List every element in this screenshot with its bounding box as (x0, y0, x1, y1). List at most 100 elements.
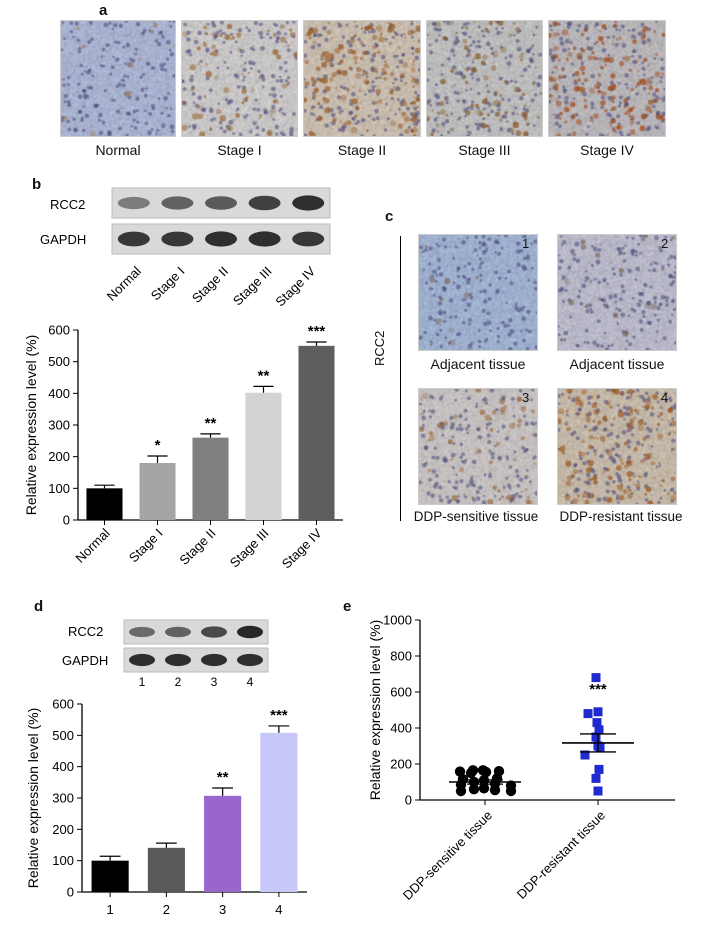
ihc-number-4: 4 (661, 390, 669, 405)
x-tick-label-normal: Normal (72, 525, 112, 565)
point-ddp-sensitive-tissue (505, 785, 517, 797)
ihc-image-ddp-resistant (557, 388, 677, 505)
chart-d-bar: 0 100 200 300 400 500 600 Relative expression l… (25, 697, 307, 917)
ihc-image-stage-iii (426, 20, 543, 137)
y-tick-label: 400 (48, 386, 70, 401)
y-tick-label: 1000 (383, 613, 412, 628)
band-rcc2-normal (117, 196, 150, 210)
significance-stage-iii: ** (258, 367, 270, 384)
band-gapdh-1 (129, 653, 155, 667)
ihc-image-stage-ii (303, 20, 421, 137)
blot-d-row-label-gapdh: GAPDH (62, 653, 108, 668)
ihc-number-1: 1 (522, 236, 530, 251)
panel-d-western-blot: RCC2 GAPDH 1 2 3 4 (62, 619, 269, 689)
y-tick-label: 500 (52, 728, 74, 743)
blot-b-row-label-rcc2: RCC2 (50, 197, 85, 212)
x-tick-label-3: 3 (219, 902, 226, 917)
lane-label-stage-ii: Stage II (189, 264, 231, 306)
ihc-image-stage-iv (548, 20, 666, 137)
band-rcc2-3 (201, 626, 227, 638)
caption-stage-iii: Stage III (458, 142, 511, 158)
band-gapdh-stage-iii (248, 231, 281, 247)
significance-3: ** (217, 769, 229, 786)
band-rcc2-stage-i (161, 196, 194, 210)
bar-normal (86, 488, 123, 520)
point-ddp-resistant-tissue (591, 673, 601, 683)
ihc-image-adjacent-1 (418, 234, 538, 351)
caption-stage-iv: Stage IV (580, 142, 634, 158)
x-tick-label-2: 2 (163, 902, 170, 917)
bar-2 (147, 847, 185, 892)
blot-d-row-label-rcc2: RCC2 (68, 624, 103, 639)
bar-4 (260, 732, 298, 892)
ihc-number-2: 2 (661, 236, 669, 251)
x-tick-label-4: 4 (275, 902, 282, 917)
panel-label-b: b (32, 176, 42, 193)
ihc-image-stage-i (181, 20, 298, 137)
bar-stage-iii (245, 392, 282, 520)
caption-stage-i: Stage I (217, 142, 262, 158)
caption-stage-ii: Stage II (337, 142, 387, 158)
point-ddp-resistant-tissue (592, 718, 602, 728)
ihc-image-normal (60, 20, 176, 137)
lane-label-3: 3 (211, 675, 218, 689)
point-ddp-resistant-tissue (591, 773, 601, 783)
point-ddp-resistant-tissue (583, 709, 593, 719)
band-gapdh-stage-i (161, 231, 194, 247)
band-rcc2-stage-ii (205, 196, 237, 210)
caption-adjacent-1: Adjacent tissue (430, 356, 526, 372)
y-tick-label: 300 (48, 418, 70, 433)
x-tick-label-stage-ii: Stage II (176, 526, 218, 568)
lane-label-4: 4 (247, 675, 254, 689)
point-ddp-resistant-tissue (593, 707, 603, 717)
caption-ddp-sensitive: DDP-sensitive tissue (413, 509, 539, 524)
lane-label-stage-iii: Stage III (230, 264, 275, 309)
point-ddp-sensitive-tissue (489, 784, 501, 796)
panel-label-a: a (99, 2, 108, 19)
y-tick-label: 600 (52, 697, 74, 712)
y-axis-label: Relative expression level (%) (367, 620, 383, 801)
y-tick-label: 400 (52, 759, 74, 774)
y-tick-label: 100 (48, 481, 70, 496)
lane-label-stage-i: Stage I (148, 264, 188, 304)
caption-normal: Normal (95, 142, 141, 158)
significance-stage-ii: ** (205, 415, 217, 432)
band-rcc2-stage-iv (292, 195, 325, 211)
y-tick-label: 600 (390, 685, 412, 700)
panel-label-c: c (385, 208, 394, 225)
lane-label-normal: Normal (104, 263, 144, 303)
band-gapdh-4 (237, 653, 263, 667)
x-tick-label-1: 1 (107, 902, 114, 917)
band-rcc2-4 (237, 625, 263, 639)
lane-label-1: 1 (139, 675, 146, 689)
bar-stage-ii (192, 437, 229, 520)
bar-1 (91, 860, 129, 892)
panel-label-e: e (343, 598, 352, 615)
band-gapdh-normal (117, 231, 150, 247)
point-ddp-resistant-tissue (591, 732, 601, 742)
band-rcc2-stage-iii (248, 195, 281, 211)
band-rcc2-1 (129, 626, 155, 638)
y-tick-label: 100 (52, 853, 74, 868)
caption-adjacent-2: Adjacent tissue (569, 356, 665, 372)
band-gapdh-3 (201, 653, 227, 667)
significance-4: *** (270, 707, 288, 724)
point-ddp-resistant-tissue (594, 725, 604, 735)
y-axis-label: Relative expression level (%) (23, 335, 39, 516)
point-ddp-sensitive-tissue (478, 783, 490, 794)
x-tick-label-stage-iv: Stage IV (279, 525, 325, 571)
point-ddp-resistant-tissue (594, 764, 604, 774)
point-ddp-sensitive-tissue (455, 785, 467, 797)
band-rcc2-2 (165, 626, 191, 638)
significance-ddp-resistant-tissue: *** (589, 681, 607, 698)
x-tick-label-stage-i: Stage I (126, 526, 166, 566)
y-tick-label: 200 (390, 757, 412, 772)
ihc-image-adjacent-2 (557, 234, 677, 351)
band-gapdh-stage-ii (205, 231, 237, 247)
significance-stage-iv: *** (308, 323, 326, 340)
ihc-image-ddp-sensitive (418, 388, 538, 505)
bar-3 (204, 795, 242, 892)
y-tick-label: 400 (390, 721, 412, 736)
bar-stage-iv (298, 345, 335, 520)
